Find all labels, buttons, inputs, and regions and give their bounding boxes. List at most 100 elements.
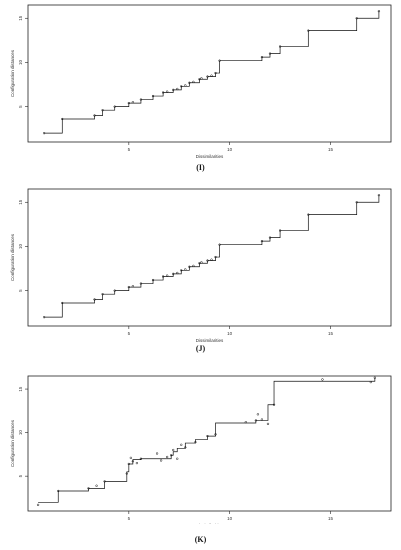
data-point — [113, 105, 116, 108]
data-point — [194, 441, 197, 444]
chart-j: 5 10 15 5 10 15 Dissimilarities Configuration d… — [10, 188, 392, 342]
data-point — [103, 480, 106, 483]
step-line — [38, 377, 376, 503]
data-point — [139, 98, 143, 101]
data-point — [172, 88, 175, 92]
data-point — [321, 378, 324, 381]
data-point — [125, 472, 128, 475]
x-tick-label: 15 — [328, 331, 334, 336]
data-point — [307, 213, 310, 216]
data-point — [170, 454, 173, 457]
data-point — [256, 413, 260, 416]
data-point — [198, 78, 201, 81]
data-point — [244, 421, 247, 424]
data-point — [139, 457, 143, 460]
data-point — [127, 285, 130, 289]
data-point — [369, 380, 372, 384]
data-point — [184, 84, 187, 87]
data-point — [57, 489, 60, 493]
data-point — [42, 132, 46, 135]
data-point — [139, 282, 143, 285]
data-point — [218, 243, 221, 246]
data-point — [129, 456, 133, 460]
chart-panel-i: 5 10 15 5 10 15 Dissimilarities Configuration d… — [0, 0, 401, 182]
data-point — [377, 10, 381, 13]
chart-k: 5 10 15 5 10 15 Dissimilarities Configuration d… — [10, 375, 392, 524]
x-tick-label: 5 — [128, 331, 131, 336]
y-tick-label: 5 — [18, 289, 23, 292]
y-tick-label: 10 — [18, 430, 23, 436]
data-point — [214, 433, 217, 436]
data-point — [180, 85, 183, 88]
data-point — [166, 274, 169, 277]
data-point — [260, 239, 264, 243]
data-point — [113, 289, 116, 292]
x-tick-label: 10 — [227, 516, 233, 521]
data-point — [268, 236, 272, 239]
data-point — [36, 503, 40, 507]
data-point — [127, 101, 130, 105]
data-point — [200, 261, 203, 264]
y-axis-label: Configuration distances — [10, 49, 15, 97]
data-point — [61, 117, 64, 121]
data-point — [200, 77, 203, 80]
plot-frame — [27, 375, 392, 512]
data-point — [176, 87, 179, 91]
x-tick-label: 5 — [128, 516, 131, 521]
data-point — [272, 403, 276, 406]
x-tick-label: 15 — [328, 516, 334, 521]
y-tick-label: 15 — [18, 15, 23, 21]
x-axis-label: Dissimilarities — [196, 338, 224, 342]
data-point — [206, 75, 209, 78]
data-point — [355, 201, 358, 204]
data-point — [184, 446, 187, 449]
data-point — [172, 272, 175, 276]
data-point — [198, 262, 201, 265]
data-point — [180, 269, 183, 272]
chart-i: 5 10 15 5 10 15 Dissimilarities Configuration d… — [10, 4, 392, 159]
data-point — [61, 301, 64, 305]
step-line — [44, 11, 380, 134]
data-point — [260, 418, 264, 421]
data-point — [172, 448, 175, 452]
data-point — [161, 275, 165, 278]
x-tick-label: 5 — [128, 147, 131, 152]
data-point — [307, 29, 310, 32]
data-point — [101, 293, 104, 296]
y-tick-label: 5 — [18, 474, 23, 477]
data-point — [131, 460, 135, 463]
data-point — [161, 91, 165, 94]
x-axis-label: Dissimilarities — [196, 523, 224, 524]
panel-label-k: (K) — [194, 535, 207, 544]
data-point — [93, 114, 96, 117]
plot-frame — [27, 4, 392, 143]
data-point — [206, 434, 209, 438]
chart-panel-k: 5 10 15 5 10 15 Dissimilarities Configuration d… — [0, 364, 401, 550]
data-point — [95, 484, 98, 487]
data-point — [188, 81, 191, 84]
panel-label-i: (I) — [196, 163, 205, 172]
data-point — [93, 298, 96, 301]
x-tick-label: 10 — [227, 147, 233, 152]
x-axis-label: Dissimilarities — [196, 154, 224, 159]
data-point — [42, 316, 46, 319]
data-point — [166, 90, 169, 93]
data-point — [278, 45, 282, 48]
y-tick-label: 10 — [18, 59, 23, 65]
data-point — [159, 459, 163, 462]
data-point — [214, 255, 217, 259]
data-point — [155, 452, 159, 455]
data-point — [101, 109, 104, 112]
data-point — [214, 71, 217, 75]
data-point — [188, 265, 191, 268]
y-tick-label: 10 — [18, 243, 23, 249]
data-point — [166, 455, 169, 459]
data-point — [192, 80, 195, 84]
x-tick-label: 10 — [227, 331, 233, 336]
x-tick-label: 15 — [328, 147, 334, 152]
data-point — [254, 419, 258, 422]
data-point — [135, 461, 139, 465]
data-point — [127, 462, 130, 466]
data-point — [218, 59, 221, 62]
chart-panel-j: 5 10 15 5 10 15 Dissimilarities Configuration d… — [0, 182, 401, 362]
